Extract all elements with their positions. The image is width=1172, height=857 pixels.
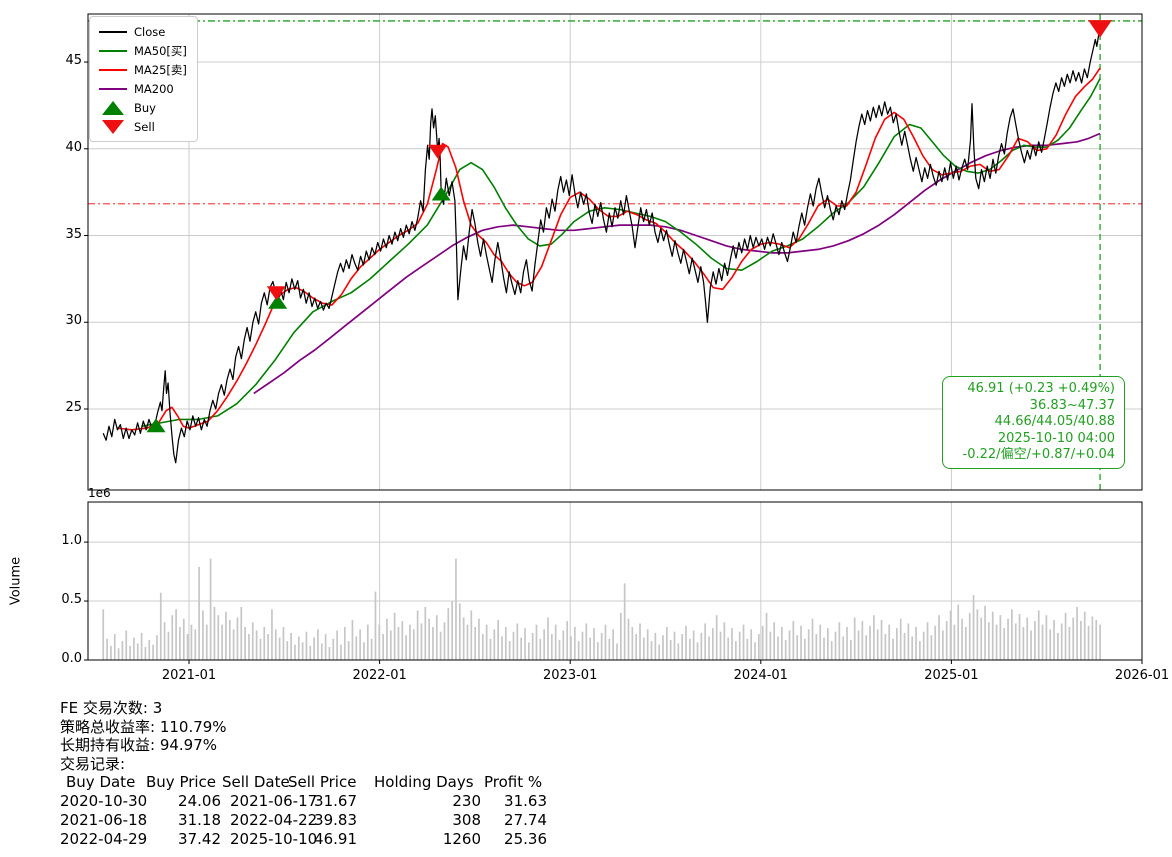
volume-y-tick-label: 0.0 <box>61 651 82 666</box>
quote-price-change: 46.91 (+0.23 +0.49%) <box>967 381 1115 396</box>
cell-sell-date: 2025-10-10 <box>230 830 318 849</box>
chart-legend: Close MA50[买] MA25[卖] MA200 Buy Sell <box>89 16 198 142</box>
close-line <box>102 28 1101 464</box>
trade-table-row: 2020-10-30 24.06 2021-06-17 31.67 230 31… <box>60 792 620 811</box>
cell-holding-days: 1260 <box>442 830 481 849</box>
ma25-line <box>116 67 1101 431</box>
cell-profit: 31.63 <box>504 792 547 811</box>
legend-label-ma200: MA200 <box>134 81 174 96</box>
cell-buy-price: 24.06 <box>178 792 221 811</box>
legend-label-buy: Buy <box>134 100 156 115</box>
strategy-return-line: 策略总收益率: 110.79% <box>60 717 227 736</box>
legend-item-ma200: MA200 <box>98 79 187 98</box>
cell-holding-days: 230 <box>452 792 481 811</box>
cell-sell-price: 31.67 <box>314 792 357 811</box>
ma50-line-swatch-icon <box>99 49 127 52</box>
cell-buy-price: 37.42 <box>178 830 221 849</box>
sell-marker-icon <box>1088 20 1112 38</box>
trade-table-header: Buy Date Buy Price Sell Date Sell Price … <box>60 773 620 792</box>
price-volume-chart <box>84 13 1143 664</box>
ma200-line-swatch-icon <box>99 87 127 90</box>
header-holding-days: Holding Days <box>374 773 474 792</box>
sell-triangle-icon <box>102 119 124 134</box>
buy-triangle-icon <box>102 100 124 115</box>
header-buy-date: Buy Date <box>66 773 136 792</box>
date-x-tick-label: 2026-01 <box>1114 668 1170 683</box>
quote-datetime: 2025-10-10 04:00 <box>997 430 1115 446</box>
price-y-tick-label: 45 <box>65 53 82 69</box>
header-buy-price: Buy Price <box>146 773 217 792</box>
close-line-swatch-icon <box>99 30 127 33</box>
date-x-tick-label: 2021-01 <box>161 668 217 683</box>
sell-marker-icon <box>266 286 286 301</box>
cell-sell-date: 2022-04-22 <box>230 811 318 830</box>
cell-profit: 25.36 <box>504 830 547 849</box>
volume-axis-label: Volume <box>8 556 24 606</box>
quote-ma-values: 44.66/44.05/40.88 <box>994 414 1115 429</box>
buy-marker-icon <box>146 418 166 433</box>
ma50-line <box>141 78 1101 428</box>
legend-label-ma25: MA25[卖] <box>134 62 187 77</box>
trade-table-row: 2022-04-29 37.42 2025-10-10 46.91 1260 2… <box>60 830 620 849</box>
cell-holding-days: 308 <box>452 811 481 830</box>
volume-y-tick-label: 1.0 <box>61 533 82 549</box>
legend-item-ma50: MA50[买] <box>98 41 187 60</box>
header-sell-date: Sell Date <box>222 773 290 792</box>
header-profit: Profit % <box>484 773 543 792</box>
ma25-line-swatch-icon <box>99 68 127 71</box>
sell-marker-icon <box>428 144 448 159</box>
legend-label-close: Close <box>134 24 166 39</box>
legend-item-buy: Buy <box>98 98 187 117</box>
date-x-tick-label: 2023-01 <box>543 668 598 683</box>
price-y-tick-label: 35 <box>65 226 82 242</box>
latest-quote-box: 46.91 (+0.23 +0.49%) 36.83~47.37 44.66/4… <box>942 376 1125 469</box>
legend-item-ma25: MA25[卖] <box>98 60 187 79</box>
quote-range: 36.83~47.37 <box>1029 397 1115 413</box>
date-x-tick-label: 2025-01 <box>924 668 979 683</box>
date-x-tick-label: 2022-01 <box>352 668 407 683</box>
cell-buy-date: 2022-04-29 <box>60 830 148 849</box>
quote-signal-values: -0.22/偏空/+0.87/+0.04 <box>962 447 1115 462</box>
volume-scale-offset-label: 1e6 <box>88 486 111 500</box>
cell-sell-price: 46.91 <box>314 830 357 849</box>
legend-label-sell: Sell <box>134 119 155 134</box>
strategy-stats-block: FE 交易次数: 3 策略总收益率: 110.79% 长期持有收益: 94.97… <box>60 699 620 849</box>
volume-panel-border <box>87 501 1143 661</box>
trade-records-title: 交易记录: <box>60 754 126 773</box>
cell-profit: 27.74 <box>504 811 547 830</box>
price-y-tick-label: 40 <box>65 139 82 155</box>
cell-sell-date: 2021-06-17 <box>230 792 318 811</box>
legend-item-sell: Sell <box>98 117 187 136</box>
legend-item-close: Close <box>98 22 187 41</box>
ma200-line <box>253 132 1101 395</box>
hold-return-line: 长期持有收益: 94.97% <box>60 736 218 755</box>
volume-y-tick-label: 0.5 <box>61 592 82 608</box>
trade-count-line: FE 交易次数: 3 <box>60 699 163 717</box>
legend-label-ma50: MA50[买] <box>134 43 187 58</box>
price-panel-border <box>87 13 1143 491</box>
date-x-tick-label: 2024-01 <box>733 668 788 683</box>
buy-marker-icon <box>431 186 451 201</box>
cell-sell-price: 39.83 <box>314 811 357 830</box>
buy-marker-icon <box>268 294 288 309</box>
header-sell-price: Sell Price <box>288 773 357 792</box>
trade-table-row: 2021-06-18 31.18 2022-04-22 39.83 308 27… <box>60 811 620 830</box>
cell-buy-date: 2021-06-18 <box>60 811 148 830</box>
cell-buy-date: 2020-10-30 <box>60 792 148 811</box>
price-y-tick-label: 30 <box>65 313 82 329</box>
cell-buy-price: 31.18 <box>178 811 221 830</box>
price-y-tick-label: 25 <box>65 399 82 415</box>
